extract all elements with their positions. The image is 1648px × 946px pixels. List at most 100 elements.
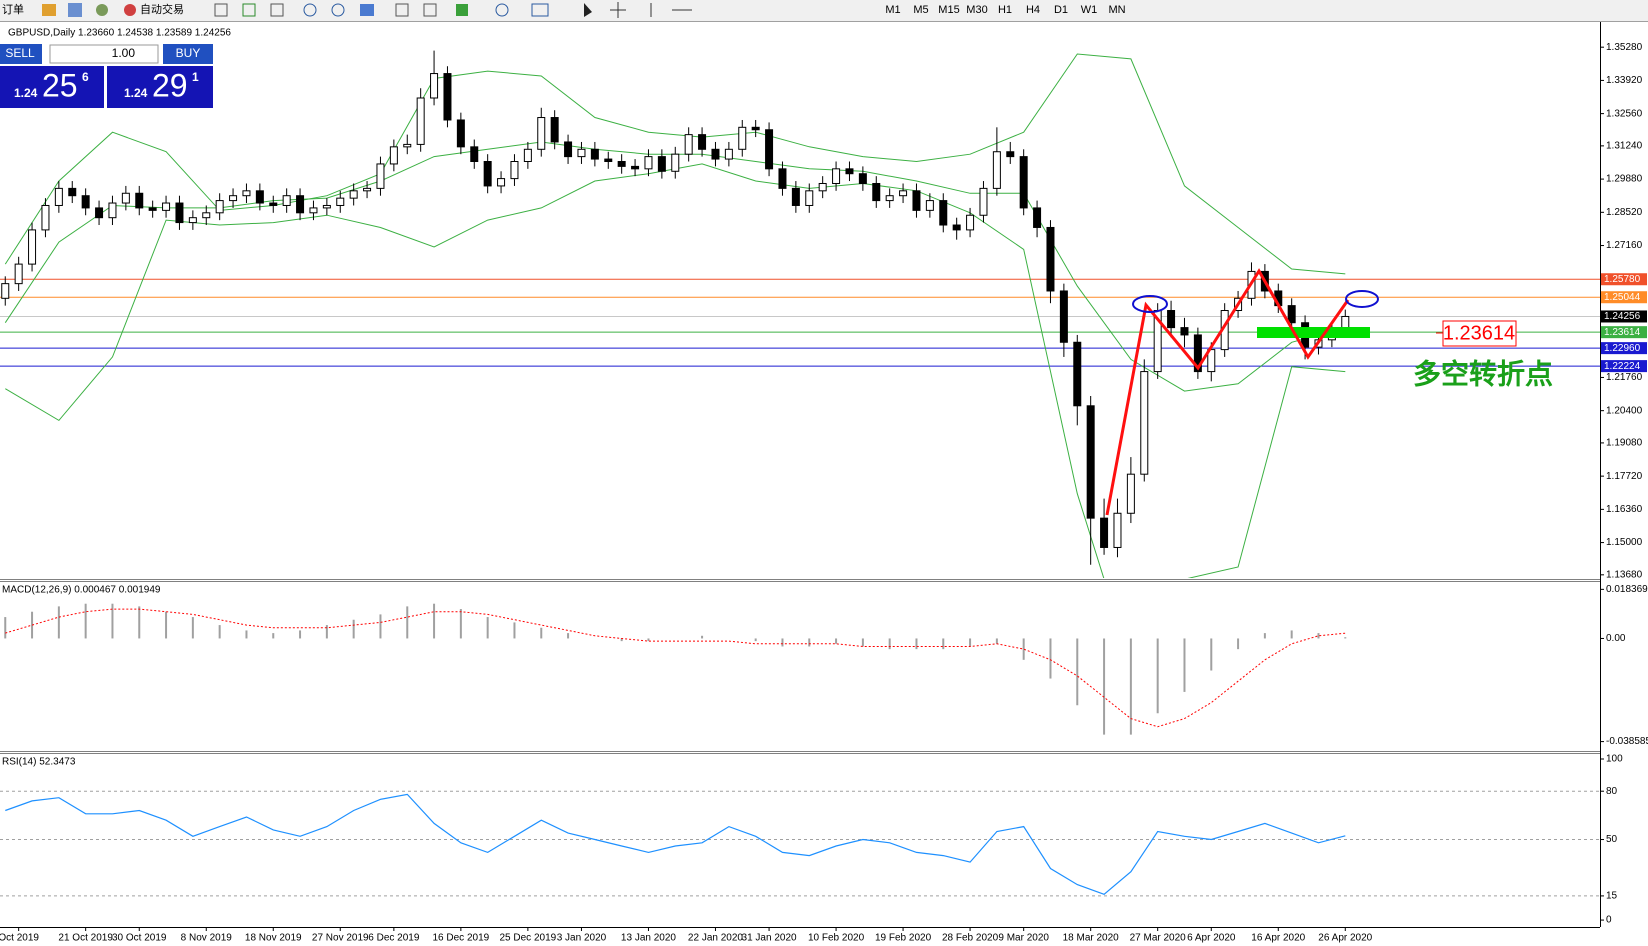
ask-big: 1.24 xyxy=(124,86,148,100)
timeframe-button[interactable]: D1 xyxy=(1054,4,1068,16)
candle-body xyxy=(1059,290,1068,343)
icon[interactable] xyxy=(303,3,317,17)
icon[interactable] xyxy=(610,2,626,18)
timeframe-button[interactable]: M1 xyxy=(885,4,900,16)
x-tick-label: 30 Oct 2019 xyxy=(112,933,167,944)
icon[interactable] xyxy=(423,3,437,17)
candle-body xyxy=(1046,226,1055,292)
timeframe-button[interactable]: H4 xyxy=(1026,4,1040,16)
icon[interactable] xyxy=(42,4,56,16)
candle-body xyxy=(41,204,50,231)
timeframe-button[interactable]: MN xyxy=(1108,4,1125,16)
x-tick-label: 16 Apr 2020 xyxy=(1251,933,1305,944)
icon[interactable] xyxy=(214,3,228,17)
bid-main: 25 xyxy=(42,67,78,103)
bid-box[interactable] xyxy=(0,66,104,108)
timeframe-button[interactable]: H1 xyxy=(998,4,1012,16)
candle-body xyxy=(939,200,948,226)
level-label-bg xyxy=(1601,310,1647,323)
timeframe-button[interactable]: M15 xyxy=(938,4,959,16)
y-tick-label: 1.19080 xyxy=(1606,438,1643,449)
icon[interactable] xyxy=(124,4,136,16)
icon[interactable] xyxy=(531,3,549,17)
icon[interactable] xyxy=(270,3,284,17)
sell-button[interactable] xyxy=(0,44,42,64)
candle-body xyxy=(738,126,747,150)
candle-body xyxy=(1100,517,1109,548)
candle-body xyxy=(537,117,546,150)
zigzag xyxy=(1105,268,1350,516)
candle-body xyxy=(483,161,492,187)
buy-label[interactable]: BUY xyxy=(176,46,201,60)
buy-button[interactable] xyxy=(163,44,213,64)
orders-button[interactable]: 订单 xyxy=(2,3,24,16)
x-tick-label: 26 Apr 2020 xyxy=(1318,933,1372,944)
candle-body xyxy=(68,187,77,197)
timeframe-button[interactable]: W1 xyxy=(1081,4,1098,16)
y-tick-label: 1.28520 xyxy=(1606,207,1643,218)
icon[interactable] xyxy=(331,3,345,17)
ask-box[interactable] xyxy=(107,66,213,108)
candle-body xyxy=(1006,151,1015,158)
candle-body xyxy=(349,190,358,199)
candle-body xyxy=(1167,310,1176,329)
x-tick-label: 16 Dec 2019 xyxy=(433,933,490,944)
candle-body xyxy=(1019,156,1028,209)
icon[interactable] xyxy=(360,4,374,16)
candle-body xyxy=(644,156,653,170)
icon[interactable] xyxy=(242,3,256,17)
level-label: 1.24256 xyxy=(1604,311,1641,322)
candle-body xyxy=(523,148,532,163)
icon[interactable] xyxy=(395,3,409,17)
level-label: 1.25780 xyxy=(1604,274,1641,285)
y-tick-label: 1.29880 xyxy=(1606,174,1643,185)
x-tick-label: 31 Jan 2020 xyxy=(742,933,797,944)
candle-body xyxy=(925,200,934,211)
x-tick-label: 8 Nov 2019 xyxy=(181,933,233,944)
candle-body xyxy=(1113,512,1122,548)
level-label: 1.23614 xyxy=(1604,327,1641,338)
candle-body xyxy=(577,148,586,158)
candle-body xyxy=(1073,341,1082,407)
icon[interactable] xyxy=(456,4,468,16)
candle-body xyxy=(791,187,800,206)
icon[interactable] xyxy=(96,4,108,16)
timeframe-button[interactable]: M30 xyxy=(966,4,987,16)
candle-body xyxy=(858,173,867,184)
candle-body xyxy=(470,146,479,163)
y-tick-label: 1.20400 xyxy=(1606,405,1643,416)
candle-body xyxy=(269,202,278,206)
macd-signal xyxy=(5,608,1346,728)
candle-body xyxy=(671,153,680,172)
candle-body xyxy=(162,202,171,211)
y-tick-label: 1.15000 xyxy=(1606,537,1643,548)
icon[interactable] xyxy=(68,3,82,17)
candle-body xyxy=(617,161,626,167)
candle-body xyxy=(121,192,130,204)
ask-main: 29 xyxy=(152,67,188,103)
lot-value[interactable]: 1.00 xyxy=(112,46,136,60)
y-tick-label: 1.13680 xyxy=(1606,569,1643,580)
icon[interactable] xyxy=(650,3,692,17)
rsi-header: RSI(14) 52.3473 xyxy=(2,757,76,768)
y-tick-label: 1.21760 xyxy=(1606,372,1643,383)
candle-body xyxy=(296,195,305,214)
timeframe-button[interactable]: M5 xyxy=(913,4,928,16)
x-tick-label: 25 Dec 2019 xyxy=(500,933,557,944)
y-tick-label: 1.17720 xyxy=(1606,471,1643,482)
lot-field[interactable] xyxy=(49,44,159,64)
candle-body xyxy=(108,202,117,219)
candle-body xyxy=(1126,473,1135,514)
icon[interactable] xyxy=(495,3,509,17)
icon[interactable] xyxy=(584,3,592,17)
candle-body xyxy=(952,224,961,231)
auto-trading-button[interactable]: 自动交易 xyxy=(140,2,184,16)
candle-body xyxy=(992,151,1001,189)
x-tick-label: 27 Nov 2019 xyxy=(312,933,369,944)
sell-label[interactable]: SELL xyxy=(5,46,35,60)
bid-small: 6 xyxy=(82,70,89,84)
rsi-line xyxy=(5,793,1346,895)
y-tick-label: 0.00 xyxy=(1606,633,1626,644)
candle-body xyxy=(28,229,37,265)
